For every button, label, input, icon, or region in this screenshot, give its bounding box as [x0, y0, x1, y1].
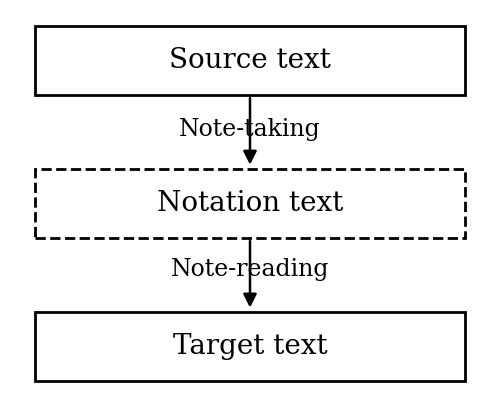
Text: Target text: Target text [172, 333, 328, 360]
Text: Note-reading: Note-reading [171, 258, 329, 281]
Bar [35, 26, 465, 95]
Bar [35, 312, 465, 381]
Text: Note-taking: Note-taking [179, 118, 321, 141]
Text: Source text: Source text [169, 47, 331, 74]
Text: Notation text: Notation text [157, 190, 343, 217]
Bar [35, 169, 465, 238]
